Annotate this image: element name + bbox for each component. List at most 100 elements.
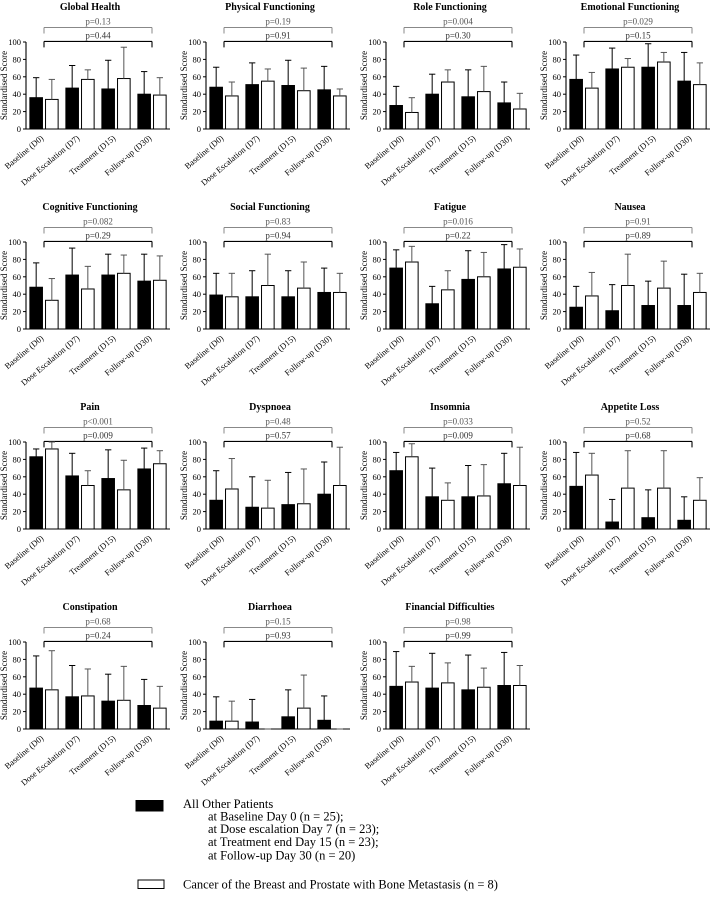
svg-text:Physical Functioning: Physical Functioning [225,2,315,13]
svg-text:p=0.83: p=0.83 [265,217,291,227]
svg-text:100: 100 [368,237,381,247]
svg-text:Dyspnoea: Dyspnoea [249,402,291,413]
svg-text:0: 0 [197,124,201,134]
svg-text:60: 60 [373,72,382,82]
svg-text:60: 60 [373,672,382,682]
svg-text:Fatigue: Fatigue [434,202,467,213]
svg-text:40: 40 [13,289,22,299]
svg-text:Standardised Score: Standardised Score [0,451,9,520]
svg-text:100: 100 [188,237,201,247]
svg-text:100: 100 [8,437,21,447]
svg-text:Nausea: Nausea [614,202,645,213]
svg-text:p=0.93: p=0.93 [265,630,291,640]
svg-text:Standardised Score: Standardised Score [540,451,549,520]
svg-text:20: 20 [13,107,22,117]
svg-text:0: 0 [17,324,21,334]
svg-text:Standardised Score: Standardised Score [0,651,9,720]
svg-text:Global Health: Global Health [60,2,121,13]
svg-text:p=0.44: p=0.44 [85,30,111,40]
svg-text:20: 20 [373,107,382,117]
svg-text:p=0.009: p=0.009 [443,430,473,440]
svg-text:80: 80 [373,454,382,464]
svg-text:40: 40 [553,489,562,499]
svg-text:60: 60 [553,272,562,282]
svg-text:40: 40 [553,89,562,99]
svg-text:p=0.15: p=0.15 [265,617,291,627]
svg-text:100: 100 [368,437,381,447]
svg-text:100: 100 [8,237,21,247]
svg-text:Standardised Score: Standardised Score [360,451,369,520]
svg-text:40: 40 [13,89,22,99]
svg-text:20: 20 [193,107,202,117]
svg-text:100: 100 [8,37,21,47]
svg-text:Standardised Score: Standardised Score [360,651,369,720]
svg-text:20: 20 [373,507,382,517]
svg-text:p=0.19: p=0.19 [265,17,291,27]
svg-text:60: 60 [193,72,202,82]
svg-text:p=0.15: p=0.15 [625,30,651,40]
svg-text:p=0.30: p=0.30 [445,30,471,40]
svg-text:80: 80 [553,254,562,264]
svg-text:Standardised Score: Standardised Score [540,51,549,120]
svg-text:Pain: Pain [80,402,100,413]
svg-text:60: 60 [193,472,202,482]
svg-text:p=0.029: p=0.029 [623,17,653,27]
svg-text:Diarrhoea: Diarrhoea [248,602,292,613]
svg-text:100: 100 [368,37,381,47]
svg-text:100: 100 [548,237,561,247]
svg-text:80: 80 [373,654,382,664]
svg-text:0: 0 [377,324,381,334]
svg-text:Constipation: Constipation [62,602,117,613]
svg-text:Cancer of the Breast and Prost: Cancer of the Breast and Prostate with B… [183,878,498,892]
svg-text:p=0.98: p=0.98 [445,617,471,627]
svg-text:p=0.68: p=0.68 [625,430,651,440]
svg-text:p=0.57: p=0.57 [265,430,291,440]
svg-text:40: 40 [373,89,382,99]
svg-text:0: 0 [17,524,21,534]
svg-text:100: 100 [188,637,201,647]
svg-text:40: 40 [193,489,202,499]
svg-text:p=0.009: p=0.009 [83,430,113,440]
svg-text:60: 60 [193,272,202,282]
svg-text:at Follow-up Day 30 (n = 20): at Follow-up Day 30 (n = 20) [208,848,355,862]
svg-text:0: 0 [377,124,381,134]
svg-text:Standardised Score: Standardised Score [180,451,189,520]
svg-text:100: 100 [188,37,201,47]
svg-text:0: 0 [17,724,21,734]
svg-text:Standardised Score: Standardised Score [180,51,189,120]
svg-text:20: 20 [193,307,202,317]
svg-text:Insomnia: Insomnia [430,402,470,413]
svg-text:20: 20 [553,107,562,117]
svg-text:p=0.91: p=0.91 [625,217,650,227]
svg-text:80: 80 [13,454,22,464]
svg-text:at Treatment end Day 15 (n = 2: at Treatment end Day 15 (n = 23); [208,835,379,849]
svg-text:20: 20 [553,307,562,317]
svg-text:60: 60 [553,472,562,482]
svg-text:100: 100 [368,637,381,647]
svg-text:p=0.24: p=0.24 [85,630,111,640]
svg-text:0: 0 [557,124,561,134]
svg-text:p=0.082: p=0.082 [83,217,113,227]
svg-text:80: 80 [13,654,22,664]
svg-text:p=0.29: p=0.29 [85,230,111,240]
svg-text:80: 80 [13,54,22,64]
svg-text:80: 80 [193,54,202,64]
svg-text:100: 100 [548,37,561,47]
svg-text:60: 60 [13,272,22,282]
svg-text:40: 40 [553,289,562,299]
svg-text:p=0.94: p=0.94 [265,230,291,240]
svg-text:Standardised Score: Standardised Score [0,251,9,320]
svg-text:40: 40 [13,489,22,499]
svg-text:p=0.13: p=0.13 [85,17,111,27]
svg-text:60: 60 [553,72,562,82]
svg-text:80: 80 [373,254,382,264]
svg-text:Standardised Score: Standardised Score [540,251,549,320]
svg-text:60: 60 [373,472,382,482]
svg-text:80: 80 [373,54,382,64]
svg-text:100: 100 [8,637,21,647]
svg-text:60: 60 [13,672,22,682]
svg-text:Standardised Score: Standardised Score [360,251,369,320]
svg-text:0: 0 [557,524,561,534]
svg-text:20: 20 [373,307,382,317]
svg-text:60: 60 [193,672,202,682]
